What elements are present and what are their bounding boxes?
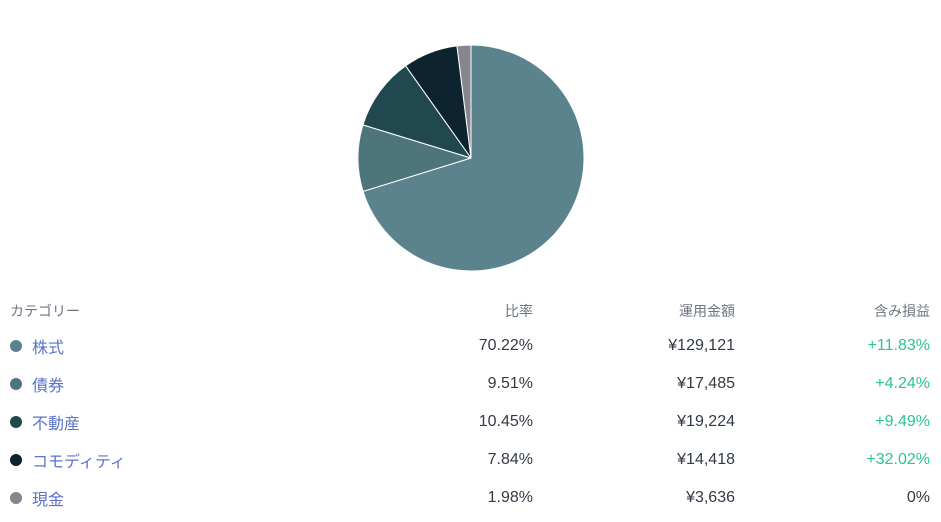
pie-slice-不動産[interactable] — [362, 65, 472, 159]
category-color-dot — [10, 416, 22, 428]
ratio-value: 70.22% — [478, 337, 533, 354]
table-row: コモディティ 7.84% ¥14,418 +32.02% — [10, 441, 930, 479]
category-cell: コモディティ — [10, 448, 353, 472]
table-header-row: カテゴリー 比率 運用金額 含み損益 — [10, 295, 930, 327]
header-gain: 含み損益 — [874, 303, 930, 319]
gain-value: +9.49% — [875, 413, 930, 430]
ratio-value: 10.45% — [478, 413, 533, 430]
category-link[interactable]: 債券 — [32, 378, 65, 395]
pie-slice-現金[interactable] — [456, 44, 472, 159]
table-row: 債券 9.51% ¥17,485 +4.24% — [10, 365, 930, 403]
category-link[interactable]: コモディティ — [32, 454, 126, 471]
header-category: カテゴリー — [10, 303, 80, 319]
category-link[interactable]: 現金 — [32, 492, 65, 509]
table-row: 不動産 10.45% ¥19,224 +9.49% — [10, 403, 930, 441]
ratio-value: 9.51% — [487, 375, 533, 392]
allocation-pie-chart — [357, 44, 585, 272]
category-color-dot — [10, 340, 22, 352]
category-link[interactable]: 株式 — [32, 340, 65, 357]
amount-value: ¥129,121 — [668, 337, 735, 354]
category-cell: 株式 — [10, 334, 353, 358]
category-color-dot — [10, 378, 22, 390]
category-cell: 不動産 — [10, 410, 353, 434]
category-color-dot — [10, 454, 22, 466]
allocation-table: カテゴリー 比率 運用金額 含み損益 株式 70.22% ¥129,121 +11.8… — [10, 295, 930, 517]
amount-value: ¥19,224 — [677, 413, 735, 430]
gain-value: +4.24% — [875, 375, 930, 392]
amount-value: ¥17,485 — [677, 375, 735, 392]
category-cell: 現金 — [10, 486, 353, 510]
amount-value: ¥14,418 — [677, 451, 735, 468]
amount-value: ¥3,636 — [686, 489, 735, 506]
gain-value: 0% — [906, 489, 930, 506]
header-ratio: 比率 — [505, 303, 533, 319]
pie-chart-svg — [357, 44, 585, 272]
table-row: 株式 70.22% ¥129,121 +11.83% — [10, 327, 930, 365]
gain-value: +11.83% — [867, 337, 930, 354]
header-amount: 運用金額 — [679, 303, 735, 319]
gain-value: +32.02% — [866, 451, 930, 468]
ratio-value: 1.98% — [487, 489, 533, 506]
category-color-dot — [10, 492, 22, 504]
table-body: 株式 70.22% ¥129,121 +11.83% 債券 9.51% ¥17,485 +4.… — [10, 327, 930, 517]
table-row: 現金 1.98% ¥3,636 0% — [10, 479, 930, 517]
ratio-value: 7.84% — [487, 451, 533, 468]
category-link[interactable]: 不動産 — [32, 416, 81, 433]
category-cell: 債券 — [10, 372, 353, 396]
pie-slice-株式[interactable] — [362, 44, 585, 272]
